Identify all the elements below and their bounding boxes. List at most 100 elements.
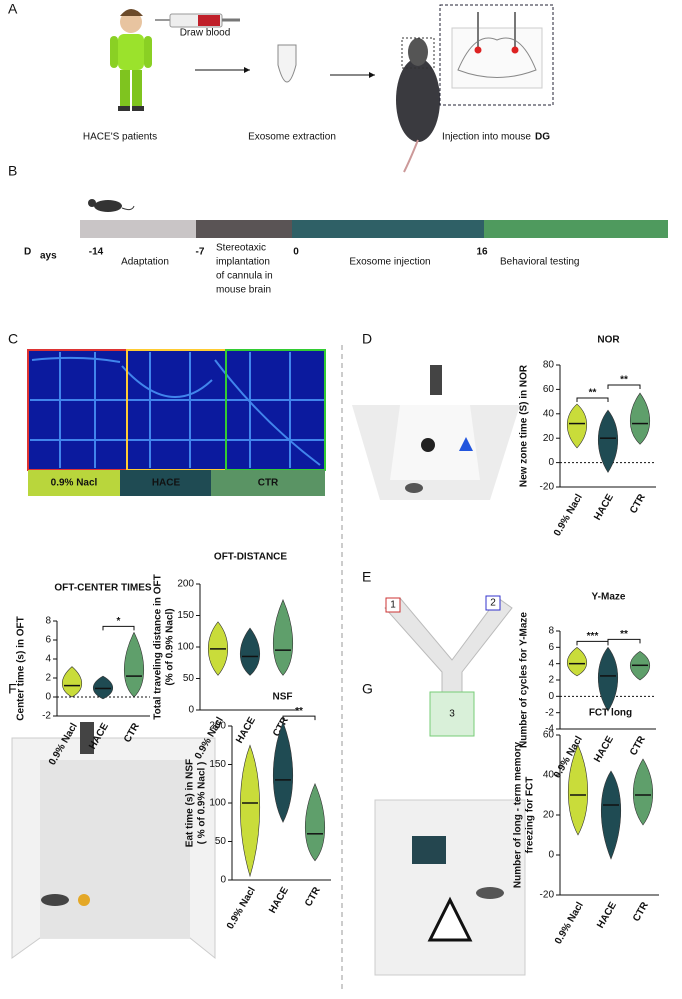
y-tick-label: 60 <box>543 384 555 395</box>
day-label: -14 <box>89 247 104 258</box>
brain-section <box>439 4 554 106</box>
phase-label: Adaptation <box>121 257 169 268</box>
y-axis-label: (% of 0.9% Nacl) <box>165 608 176 685</box>
y-tick-label: 40 <box>543 408 555 419</box>
y-tick-label: 6 <box>548 642 554 653</box>
syringe-icon <box>155 13 240 28</box>
y-axis-label: freezing for FCT <box>525 777 536 854</box>
heatmap <box>27 349 326 496</box>
y-tick-label: 4 <box>45 654 51 665</box>
violin <box>124 631 144 698</box>
violin <box>239 744 261 878</box>
caption: Exosome extraction <box>248 132 336 143</box>
y-tick-label: -2 <box>42 711 51 722</box>
heatmap-label: CTR <box>258 478 279 489</box>
phase-label: implantation <box>216 257 270 268</box>
significance-bracket <box>607 384 641 390</box>
x-tick-label: 0.9% Nacl <box>553 900 586 946</box>
y-tick-label: -4 <box>545 724 554 735</box>
x-tick-label: HACE <box>595 900 619 930</box>
x-tick-label: CTR <box>628 492 648 516</box>
violin <box>598 409 618 473</box>
days-rest: ays <box>40 251 57 262</box>
violin <box>629 392 651 445</box>
timeline-segment <box>80 220 198 238</box>
significance-label: *** <box>587 631 599 642</box>
y-axis-label: Total traveling distance in OFT <box>153 574 164 719</box>
x-tick-label: CTR <box>303 885 323 909</box>
caption: Draw blood <box>180 28 231 39</box>
maze-label: 1 <box>390 600 396 611</box>
y-tick-label: 8 <box>548 626 554 637</box>
timeline-mouse <box>88 199 135 212</box>
violin <box>92 675 114 700</box>
timeline-segment <box>196 220 294 238</box>
violin <box>633 758 653 826</box>
y-tick-label: 4 <box>548 658 554 669</box>
significance-bracket <box>102 625 135 631</box>
y-tick-label: 40 <box>543 770 555 781</box>
significance-bracket <box>607 638 641 644</box>
y-tick-label: 6 <box>45 635 51 646</box>
chart-title: OFT-CENTER TIMES <box>54 583 152 594</box>
tube-icon <box>277 44 297 83</box>
violin <box>598 646 618 712</box>
violin <box>566 646 588 677</box>
caption: HACE'S patients <box>83 132 157 143</box>
phase-label: mouse brain <box>216 285 271 296</box>
phase-label: Exosome injection <box>349 257 430 268</box>
phase-label: of cannula in <box>216 271 273 282</box>
violin <box>61 666 83 698</box>
caption: Injection into mouse <box>442 132 531 143</box>
phase-label: Behavioral testing <box>500 257 580 268</box>
patient-illustration <box>110 9 152 111</box>
timeline-segment <box>484 220 668 238</box>
significance-label: ** <box>589 388 597 399</box>
x-tick-label: CTR <box>628 734 648 758</box>
chart-title: NOR <box>597 335 620 346</box>
y-tick-label: 100 <box>209 798 226 809</box>
y-tick-label: 0 <box>548 457 554 468</box>
arrow-head <box>244 67 250 73</box>
x-tick-label: HACE <box>592 734 616 764</box>
x-tick-label: CTR <box>631 900 651 924</box>
day-label: -7 <box>196 247 205 258</box>
significance-label: * <box>117 616 121 627</box>
y-tick-label: 0 <box>45 692 51 703</box>
panel-label: E <box>362 569 371 585</box>
nsf-arena <box>11 722 216 960</box>
panel-label: B <box>8 163 17 179</box>
y-tick-label: 200 <box>177 579 194 590</box>
panel-label: F <box>8 681 17 697</box>
maze-label: 2 <box>490 598 496 609</box>
y-tick-label: 200 <box>209 721 226 732</box>
violin <box>304 782 326 862</box>
maze-label: 3 <box>449 709 455 720</box>
heatmap-label: 0.9% Nacl <box>51 478 98 489</box>
y-tick-label: 2 <box>548 675 554 686</box>
day-label: 0 <box>293 247 299 258</box>
heatmap-label: HACE <box>152 478 181 489</box>
y-tick-label: 20 <box>543 810 555 821</box>
panel-label: G <box>362 681 373 697</box>
x-tick-label: 0.9% Nacl <box>552 492 585 538</box>
y-tick-label: -2 <box>545 707 554 718</box>
y-tick-label: -20 <box>540 482 555 493</box>
violin <box>272 598 294 676</box>
x-tick-label: HACE <box>267 885 291 915</box>
violin <box>600 770 622 860</box>
y-tick-label: 50 <box>215 836 227 847</box>
nor-arena <box>352 365 520 500</box>
y-tick-label: 8 <box>45 616 51 627</box>
significance-bracket <box>282 715 316 721</box>
y-tick-label: 80 <box>543 360 555 371</box>
y-tick-label: 0 <box>548 691 554 702</box>
mouse-illustration <box>396 37 440 173</box>
y-tick-label: 50 <box>183 673 195 684</box>
y-tick-label: -20 <box>540 890 555 901</box>
significance-label: ** <box>620 629 628 640</box>
violin <box>273 721 293 823</box>
chart-title: FCT long <box>589 708 632 719</box>
x-tick-label: HACE <box>234 715 258 745</box>
